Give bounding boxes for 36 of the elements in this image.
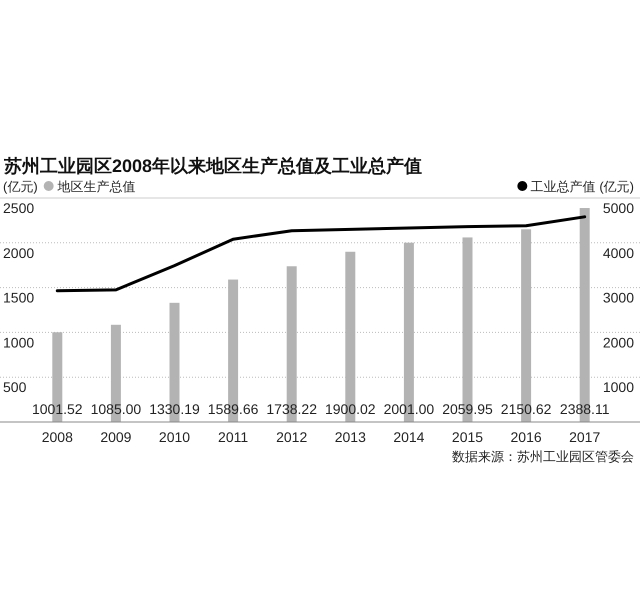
x-tick-label: 2015 <box>452 429 484 445</box>
chart-title: 苏州工业园区2008年以来地区生产总值及工业总产值 <box>3 156 422 176</box>
data-label: 1738.22 <box>266 401 318 417</box>
x-tick-label: 2013 <box>334 429 366 445</box>
x-tick-label: 2009 <box>100 429 132 445</box>
y-tick-label: 1000 <box>3 334 34 350</box>
y2-axis-title: (亿元) <box>599 179 634 194</box>
y2-tick-label: 1000 <box>602 379 634 396</box>
legend-label: 工业总产值 <box>530 179 596 194</box>
x-tick-label: 2011 <box>218 429 248 445</box>
data-label: 2150.62 <box>500 401 552 417</box>
legend-label: 地区生产总值 <box>56 179 136 194</box>
y-tick-label: 2500 <box>3 200 34 216</box>
data-label: 1589.66 <box>208 401 259 417</box>
x-tick-label: 2012 <box>276 429 308 445</box>
x-tick-label: 2014 <box>393 429 425 445</box>
data-label: 1900.02 <box>324 401 376 417</box>
y-tick-label: 1500 <box>3 290 34 306</box>
y-tick-label: 500 <box>3 379 27 396</box>
x-tick-label: 2010 <box>158 429 190 445</box>
data-label: 1001.52 <box>32 401 83 417</box>
data-label: 2001.00 <box>384 401 434 417</box>
y-tick-label: 2000 <box>3 244 34 261</box>
y2-tick-label: 5000 <box>602 200 634 216</box>
y2-tick-label: 3000 <box>602 290 634 306</box>
data-label: 1330.19 <box>149 401 200 417</box>
y2-tick-label: 2000 <box>602 334 634 350</box>
x-tick-label: 2017 <box>569 429 600 445</box>
data-label: 2059.95 <box>442 401 494 417</box>
y2-tick-label: 4000 <box>602 244 634 261</box>
data-label: 1085.00 <box>90 401 142 417</box>
x-tick-label: 2016 <box>510 429 542 445</box>
source-note: 数据来源：苏州工业园区管委会 <box>452 449 634 464</box>
data-label: 2388.11 <box>560 401 610 417</box>
x-tick-label: 2008 <box>42 429 74 445</box>
y-axis-title: (亿元) <box>3 179 38 194</box>
